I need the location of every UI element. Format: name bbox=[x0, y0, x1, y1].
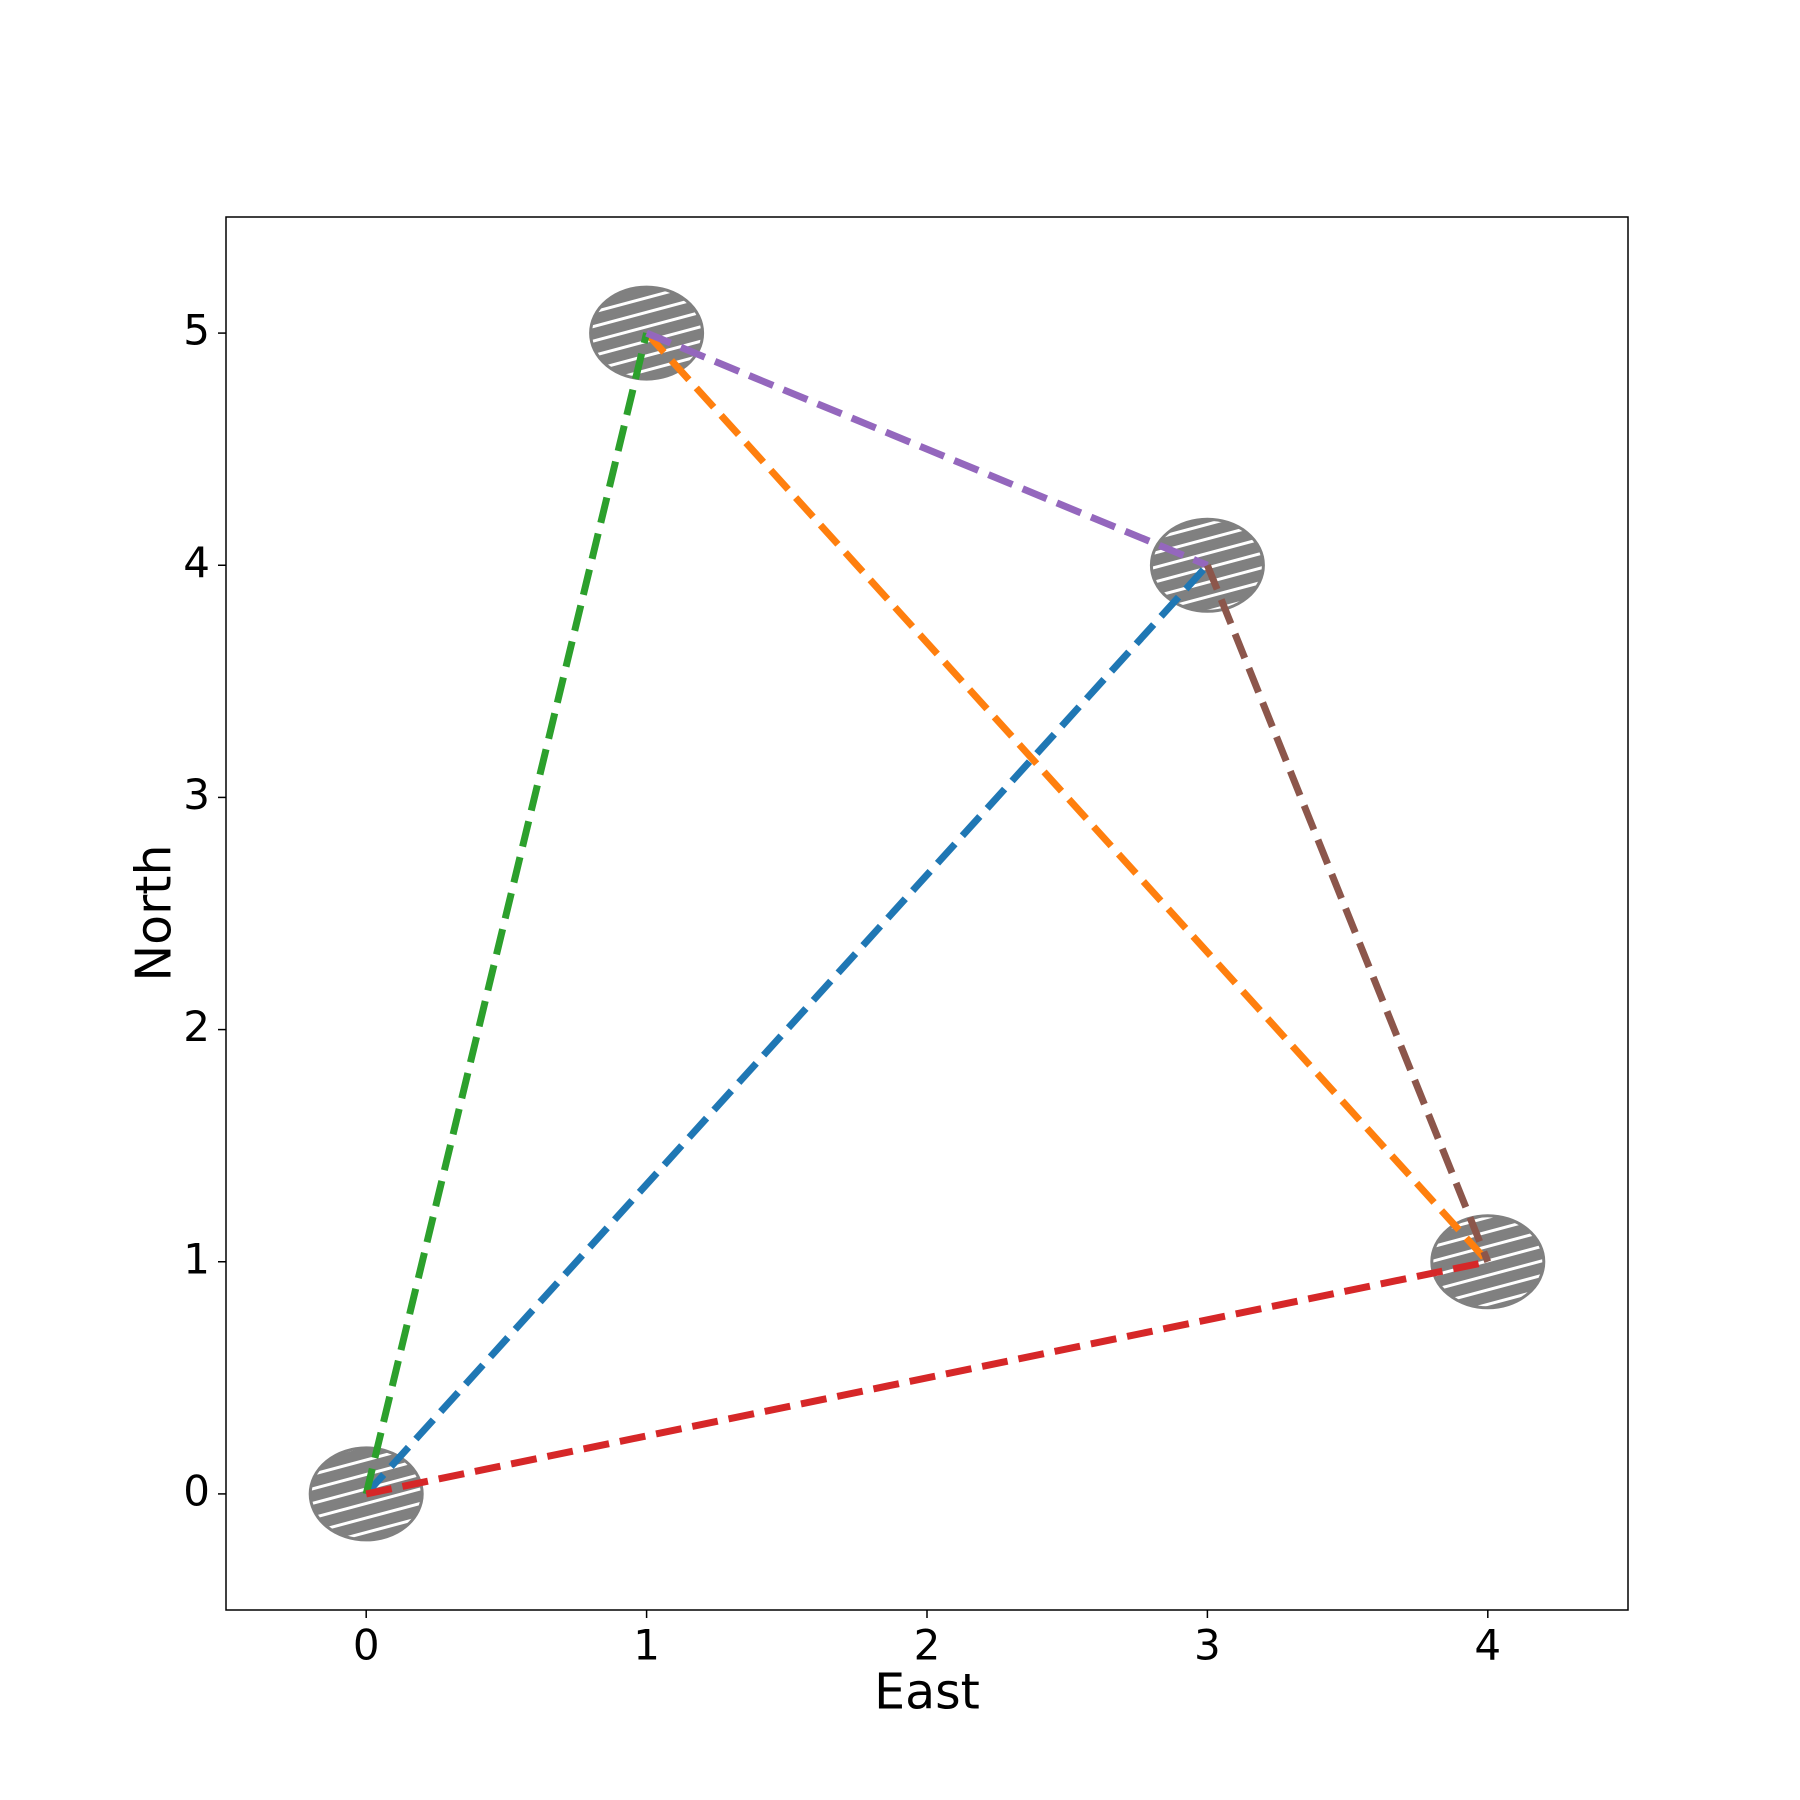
y-tick-label: 5 bbox=[183, 306, 210, 355]
x-tick-label: 1 bbox=[633, 1621, 660, 1670]
x-tick-label: 3 bbox=[1194, 1621, 1221, 1670]
edge bbox=[644, 330, 1491, 1265]
x-tick-label: 0 bbox=[353, 1621, 380, 1670]
y-tick-label: 3 bbox=[183, 770, 210, 819]
x-tick-label: 4 bbox=[1474, 1621, 1501, 1670]
y-tick-label: 4 bbox=[183, 538, 210, 587]
y-tick-label: 1 bbox=[183, 1234, 210, 1283]
edge bbox=[365, 1258, 1489, 1498]
edge bbox=[645, 329, 1209, 569]
x-tick-label: 2 bbox=[914, 1621, 941, 1670]
y-tick-label: 2 bbox=[183, 1002, 210, 1051]
edge bbox=[363, 562, 1210, 1497]
y-axis-label: North bbox=[126, 844, 183, 981]
edge bbox=[1204, 563, 1492, 1264]
plot-area bbox=[225, 216, 1629, 1611]
edge bbox=[362, 332, 651, 1495]
x-axis-label: East bbox=[874, 1664, 980, 1721]
y-tick-label: 0 bbox=[183, 1466, 210, 1515]
